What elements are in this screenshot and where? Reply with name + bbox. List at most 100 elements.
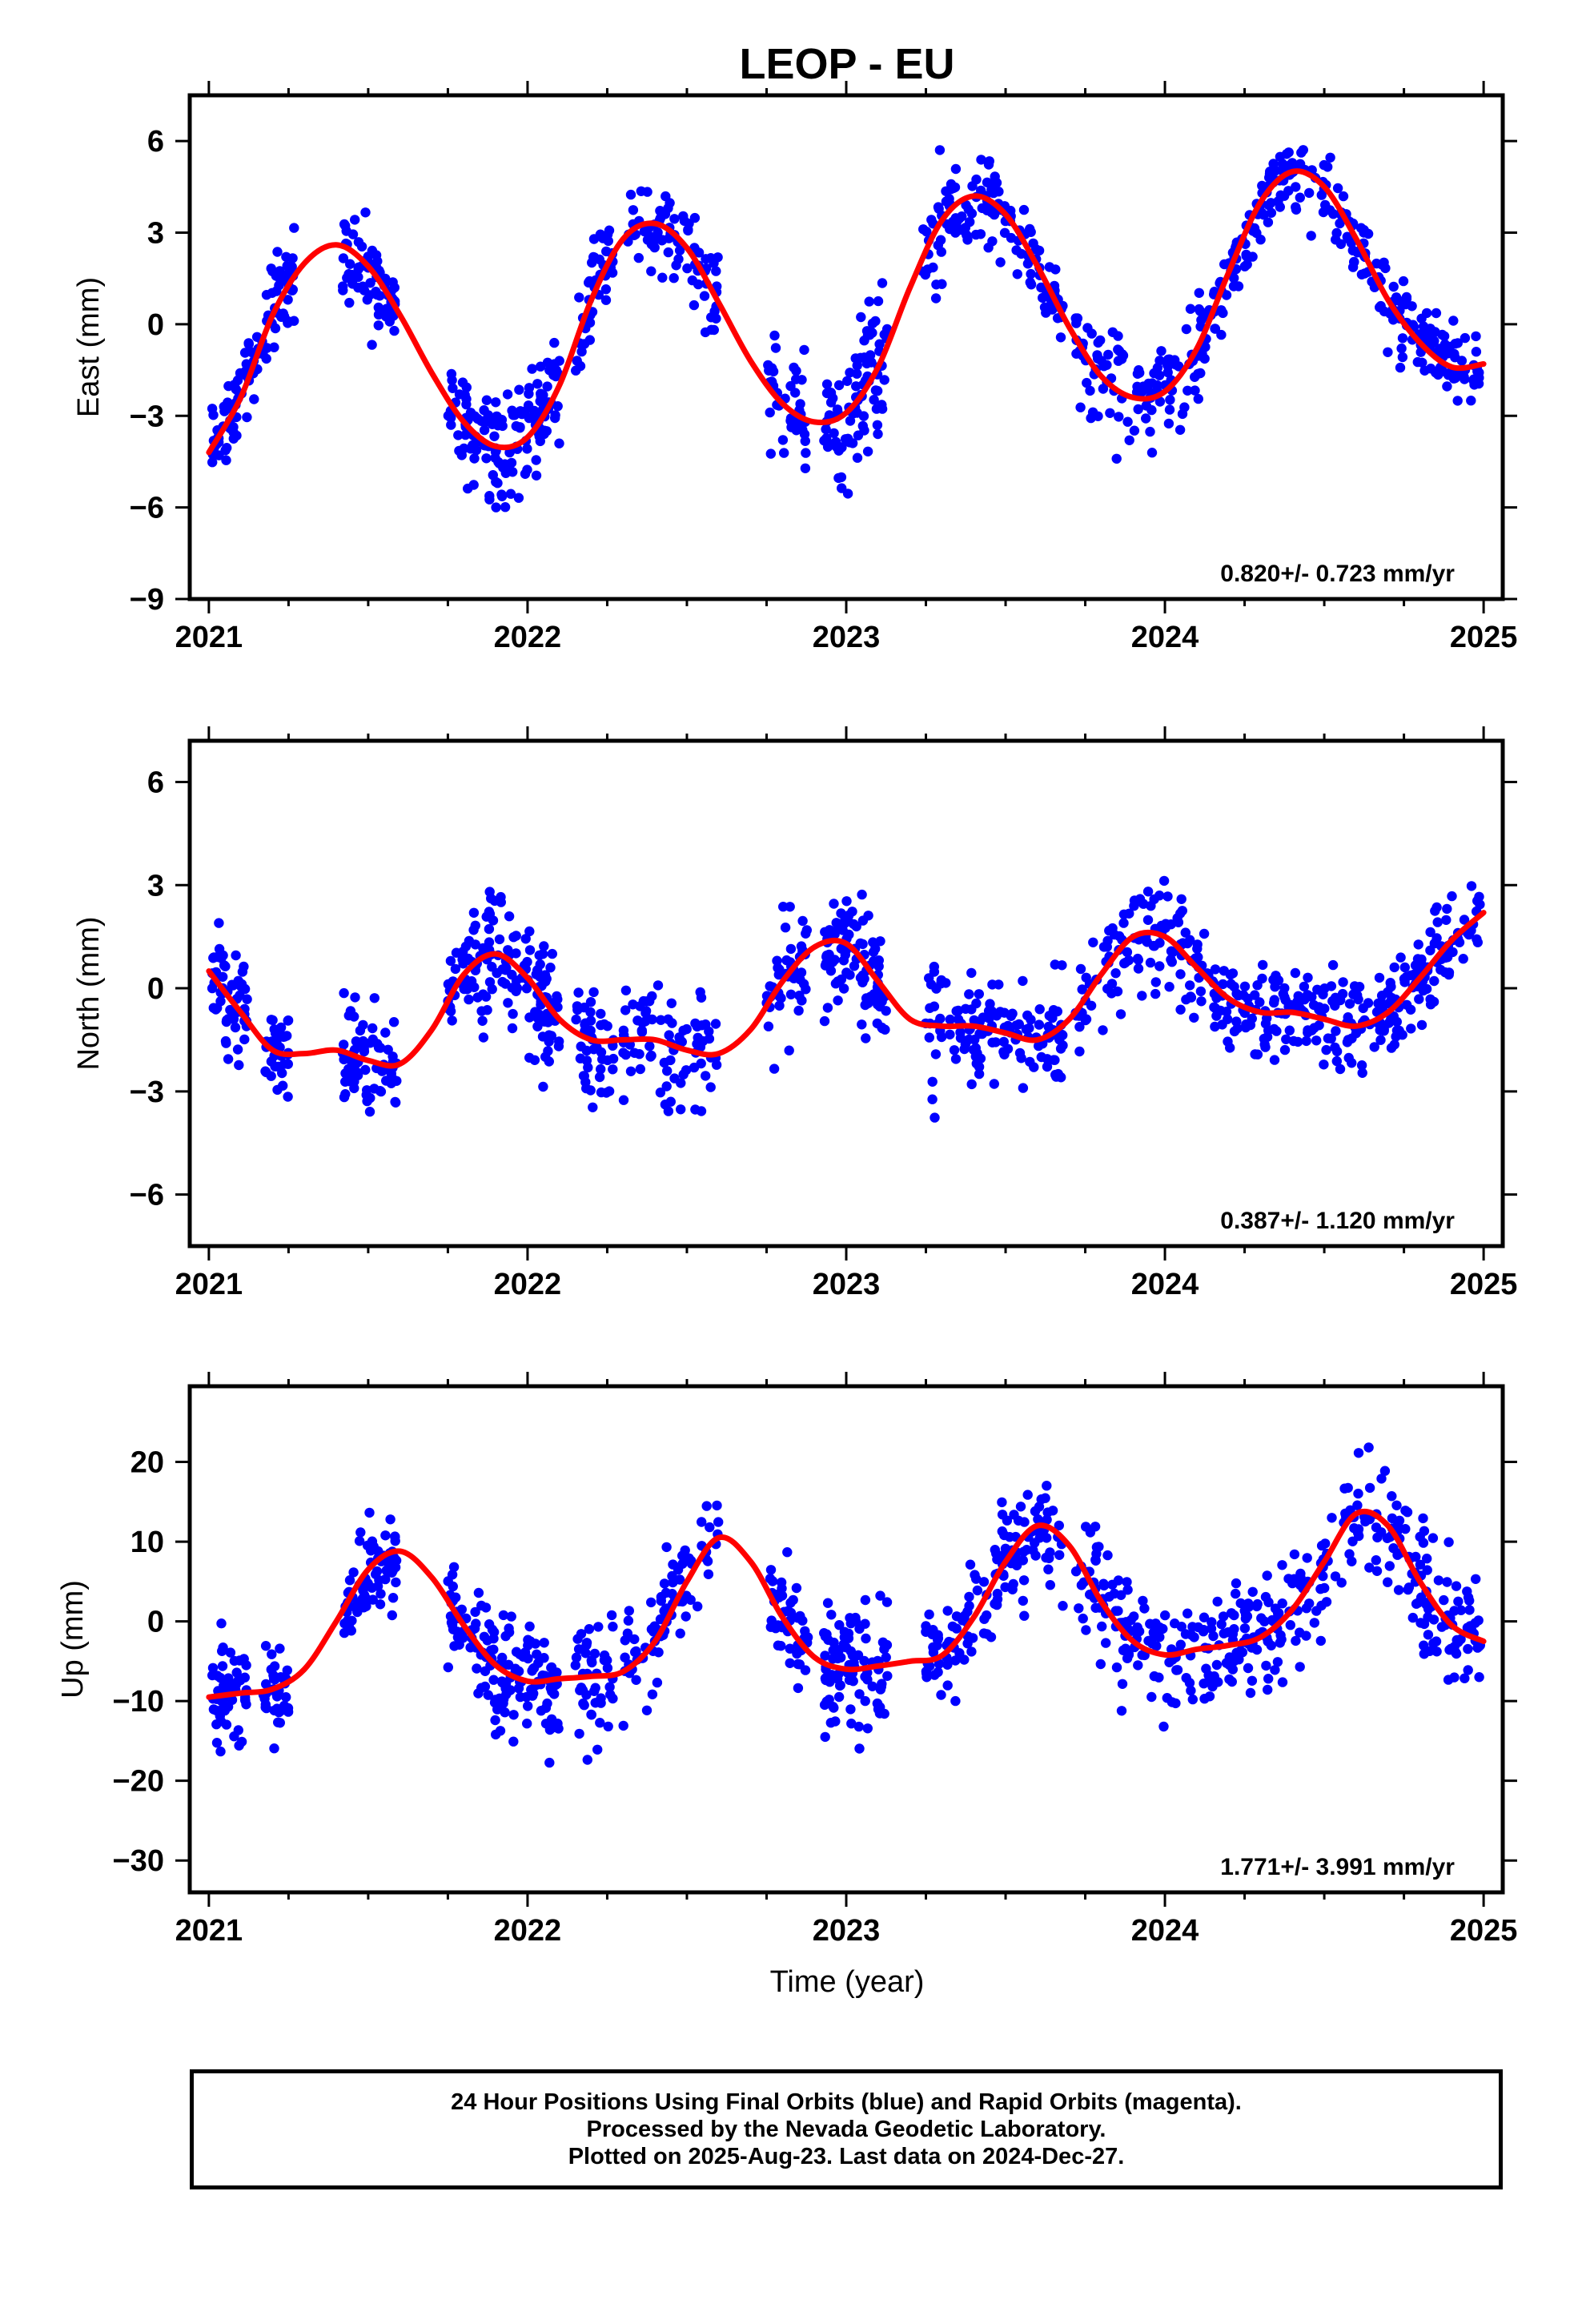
data-point	[1216, 1619, 1227, 1630]
data-point	[1090, 1522, 1101, 1532]
data-point	[505, 489, 516, 499]
data-point	[1047, 1506, 1058, 1516]
data-point	[690, 1104, 701, 1115]
data-point	[1110, 1606, 1121, 1616]
data-point	[1086, 328, 1097, 339]
data-point	[1018, 975, 1028, 987]
model-curve	[206, 910, 1487, 1069]
data-point	[391, 1097, 401, 1108]
data-point	[819, 436, 829, 446]
data-point	[283, 295, 293, 305]
data-point	[447, 1015, 457, 1026]
data-point	[944, 194, 954, 204]
data-point	[646, 1597, 656, 1608]
data-point	[1218, 979, 1228, 990]
data-point	[279, 1031, 290, 1042]
data-point	[879, 375, 889, 385]
data-point	[361, 1601, 371, 1612]
data-point	[1443, 1675, 1454, 1685]
data-point	[1218, 1611, 1229, 1622]
data-point	[941, 186, 951, 196]
data-point	[712, 1500, 722, 1511]
x-tick-label: 2021	[175, 1914, 243, 1948]
data-point	[1012, 269, 1023, 279]
data-point	[964, 1591, 974, 1602]
data-point	[602, 1055, 612, 1066]
data-point	[1111, 453, 1122, 464]
data-point	[548, 370, 559, 380]
data-point	[1299, 994, 1310, 1005]
data-point	[663, 247, 673, 258]
data-point	[1308, 999, 1319, 1011]
data-point	[1189, 1012, 1199, 1023]
data-point	[950, 1655, 961, 1666]
data-point	[1076, 1580, 1087, 1590]
data-point	[825, 1718, 837, 1728]
data-point	[1431, 308, 1442, 319]
data-point	[351, 1036, 362, 1047]
data-point	[1423, 1612, 1433, 1622]
data-point	[366, 1546, 376, 1556]
data-point	[1150, 988, 1161, 999]
data-point	[1114, 346, 1125, 356]
data-point	[942, 1659, 953, 1670]
data-point	[1149, 368, 1159, 379]
data-point	[594, 1072, 605, 1083]
data-point	[860, 1671, 870, 1682]
data-point	[586, 1709, 596, 1720]
data-point	[220, 961, 231, 971]
data-point	[1266, 1640, 1277, 1651]
data-point	[791, 1582, 802, 1594]
data-point	[500, 461, 511, 472]
data-point	[1395, 952, 1406, 963]
data-point	[647, 1689, 658, 1699]
data-point	[705, 1082, 716, 1092]
data-point	[709, 324, 719, 336]
y-tick-label: −3	[130, 1076, 164, 1109]
data-point	[1323, 1033, 1334, 1043]
data-point	[1015, 1502, 1026, 1512]
x-tick-label: 2021	[175, 1268, 243, 1301]
data-point	[1321, 1044, 1331, 1055]
data-point	[1315, 1584, 1326, 1594]
data-point	[515, 1649, 525, 1659]
data-point	[681, 1065, 692, 1076]
data-point	[683, 224, 693, 235]
data-point	[473, 1587, 484, 1598]
data-point	[1149, 894, 1159, 905]
data-point	[340, 1068, 351, 1079]
data-point	[1449, 348, 1460, 360]
data-point	[1327, 995, 1338, 1007]
data-point	[215, 1746, 226, 1757]
data-point	[1240, 1022, 1251, 1033]
data-point	[877, 400, 887, 410]
data-point	[964, 989, 974, 999]
data-point	[1417, 357, 1427, 368]
data-point	[228, 433, 239, 444]
data-point	[283, 1015, 293, 1026]
data-point	[1318, 1570, 1328, 1582]
data-point	[838, 983, 849, 994]
data-point	[661, 1542, 672, 1553]
data-point	[520, 468, 531, 479]
data-point	[1330, 1042, 1340, 1053]
data-point	[362, 295, 372, 305]
data-point	[1456, 356, 1468, 366]
data-point	[282, 260, 292, 271]
data-point	[482, 1005, 492, 1015]
data-point	[476, 1600, 487, 1611]
data-point	[361, 1090, 371, 1100]
data-point	[1036, 282, 1046, 293]
data-point	[1425, 927, 1435, 938]
data-point	[1430, 906, 1440, 916]
data-point	[1105, 408, 1115, 418]
data-point	[1261, 1660, 1271, 1671]
data-point	[785, 902, 795, 912]
data-point	[1425, 994, 1435, 1005]
data-point	[1352, 990, 1363, 1000]
data-point	[942, 1606, 953, 1616]
data-point	[1193, 368, 1203, 379]
data-point	[207, 404, 218, 414]
data-point	[872, 1018, 883, 1029]
data-point	[1097, 1621, 1107, 1632]
